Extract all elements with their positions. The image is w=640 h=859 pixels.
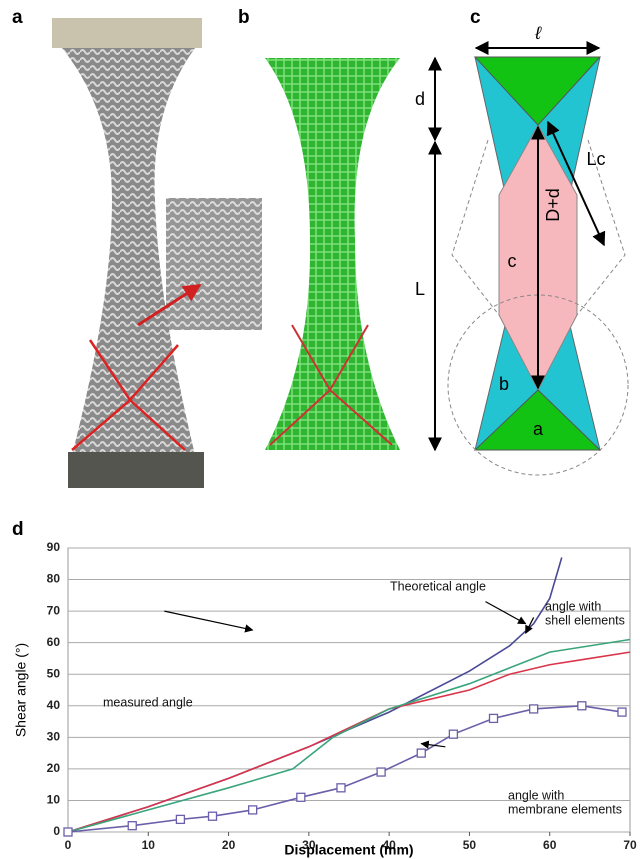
- annotation: shell elements: [545, 613, 625, 627]
- y-tick-label: 10: [47, 793, 61, 807]
- point-marker: [416, 748, 426, 758]
- panel-label: c: [470, 7, 481, 28]
- y-tick-label: 0: [53, 824, 60, 838]
- dim-label: L: [415, 279, 425, 299]
- point-marker: [207, 811, 218, 821]
- x-tick-label: 70: [623, 838, 637, 852]
- point-marker: [127, 821, 137, 831]
- dim-label: Lc: [586, 149, 605, 169]
- annotation: measured angle: [103, 695, 193, 709]
- dim-label: d: [415, 89, 425, 109]
- x-tick-label: 0: [65, 838, 72, 852]
- annotation-arrow: [485, 601, 527, 625]
- dim-label: D+d: [543, 188, 563, 222]
- chart: 0 10 20 30 40 50 60 70 80 90 0 10 20 30 40 50 60 70 Displa…: [13, 540, 637, 858]
- annotation: Theoretical angle: [390, 579, 486, 593]
- series-line: [67, 638, 631, 833]
- annotation-arrow: [420, 740, 446, 749]
- panel-label: d: [12, 519, 24, 540]
- x-axis-title: Displacement (mm): [284, 842, 413, 858]
- point-marker: [577, 701, 587, 711]
- point-marker: [175, 814, 186, 825]
- x-tick-label: 30: [302, 838, 316, 852]
- series-line: [67, 651, 631, 833]
- x-tick-label: 20: [222, 838, 236, 852]
- point-marker: [529, 704, 539, 714]
- annotation: angle with: [545, 599, 601, 613]
- point-marker: [617, 707, 627, 717]
- point-marker: [488, 713, 499, 724]
- y-tick-label: 40: [47, 698, 61, 712]
- y-tick-label: 90: [47, 540, 61, 554]
- zone-label: b: [499, 374, 509, 394]
- annotation: membrane elements: [508, 802, 622, 816]
- point-marker: [248, 805, 258, 815]
- x-tick-label: 50: [463, 838, 477, 852]
- point-marker: [376, 767, 386, 777]
- y-tick-label: 60: [47, 635, 61, 649]
- zone-label: a: [533, 419, 544, 439]
- y-tick-label: 70: [47, 603, 61, 617]
- y-tick-label: 80: [47, 572, 61, 586]
- geometry-diagram: [428, 41, 629, 476]
- point-marker: [296, 792, 306, 802]
- point-marker: [63, 827, 73, 837]
- y-tick-label: 20: [47, 761, 61, 775]
- point-marker: [336, 783, 346, 793]
- y-tick-label: 30: [47, 730, 61, 744]
- annotation-arrow: [525, 617, 535, 634]
- annotation-arrow: [164, 610, 254, 633]
- annotation: angle with: [508, 788, 564, 802]
- series-line: [67, 704, 623, 833]
- y-tick-label: 50: [47, 666, 61, 680]
- photo-specimen: [52, 18, 262, 488]
- x-tick-label: 60: [543, 838, 557, 852]
- panel-label: b: [238, 7, 250, 28]
- dim-label: ℓ: [534, 23, 542, 43]
- simulated-specimen: [265, 58, 400, 450]
- zone-label: c: [508, 251, 517, 271]
- x-tick-label: 40: [382, 838, 396, 852]
- point-marker: [448, 729, 459, 739]
- y-axis-title: Shear angle (°): [13, 643, 29, 737]
- panel-label: a: [12, 7, 23, 28]
- x-tick-label: 10: [142, 838, 156, 852]
